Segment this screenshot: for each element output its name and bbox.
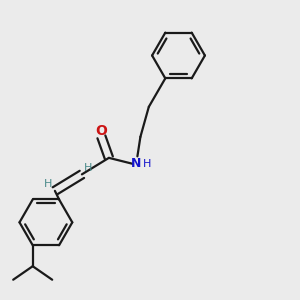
- Text: H: H: [84, 163, 93, 173]
- Text: O: O: [95, 124, 107, 139]
- Text: H: H: [44, 179, 52, 189]
- Text: N: N: [131, 158, 141, 170]
- Text: H: H: [143, 159, 151, 169]
